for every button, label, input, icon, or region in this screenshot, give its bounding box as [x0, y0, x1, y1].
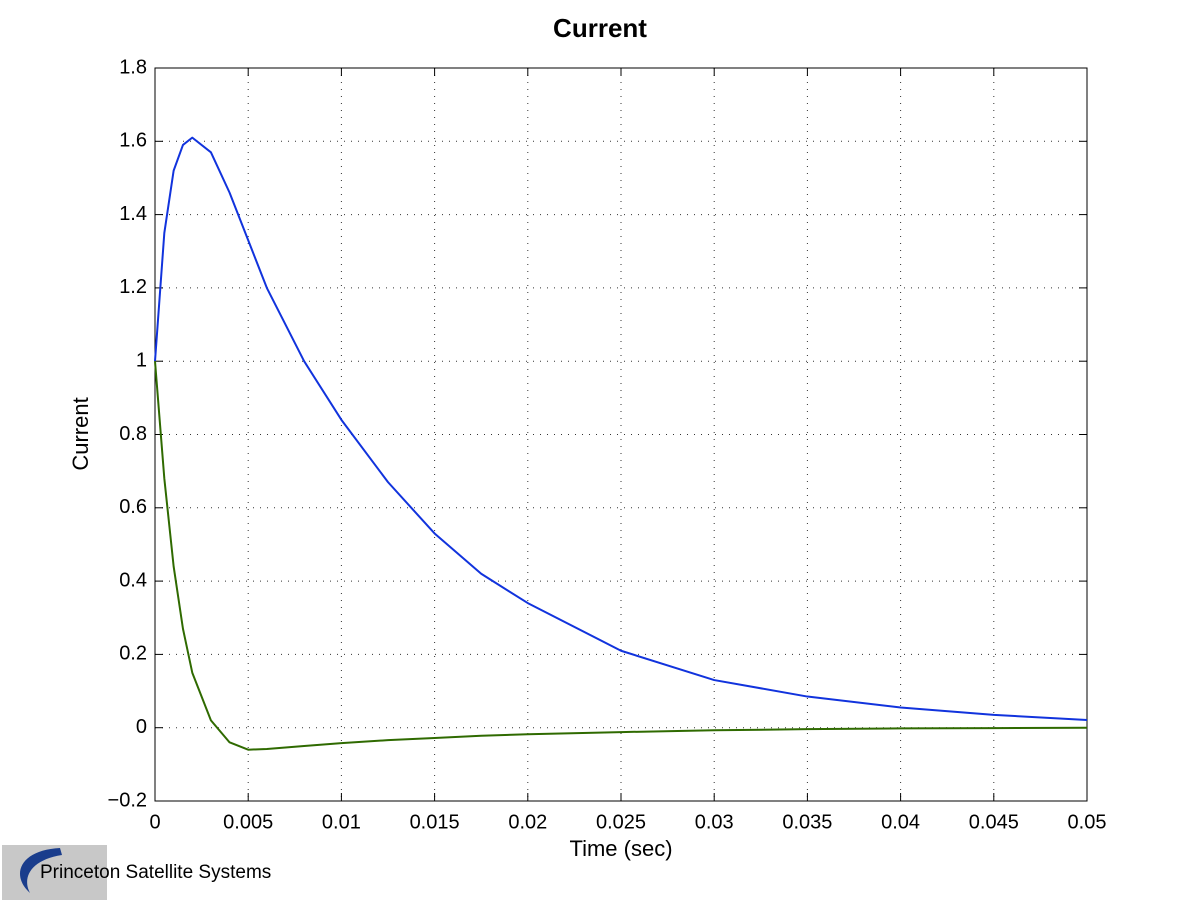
y-axis-label: Current — [68, 397, 93, 470]
x-tick-label: 0.045 — [969, 811, 1019, 833]
chart-title: Current — [553, 13, 647, 43]
logo: Princeton Satellite Systems — [2, 845, 271, 900]
y-tick-label: 0.4 — [119, 569, 147, 591]
x-tick-label: 0.02 — [508, 811, 547, 833]
x-tick-label: 0.03 — [695, 811, 734, 833]
logo-text: Princeton Satellite Systems — [40, 862, 271, 883]
y-tick-label: 0.6 — [119, 496, 147, 518]
x-tick-label: 0.015 — [410, 811, 460, 833]
series-line — [154, 136, 1088, 721]
x-tick-label: 0.01 — [322, 811, 361, 833]
y-tick-label: 1.2 — [119, 276, 147, 298]
y-tick-label: 1.8 — [119, 56, 147, 78]
y-tick-label: −0.2 — [108, 789, 147, 811]
x-axis-label: Time (sec) — [569, 836, 672, 861]
x-tick-label: 0.04 — [881, 811, 920, 833]
y-tick-label: 1 — [136, 349, 147, 371]
y-tick-label: 1.6 — [119, 130, 147, 152]
x-tick-label: 0.005 — [223, 811, 273, 833]
x-tick-label: 0 — [149, 811, 160, 833]
series-line — [154, 361, 1088, 751]
logo-swoosh — [20, 848, 62, 893]
y-tick-label: 1.4 — [119, 203, 147, 225]
plot-frame — [154, 67, 1088, 802]
x-tick-label: 0.035 — [782, 811, 832, 833]
x-tick-label: 0.025 — [596, 811, 646, 833]
y-tick-label: 0.8 — [119, 423, 147, 445]
y-tick-label: 0.2 — [119, 643, 147, 665]
x-tick-label: 0.05 — [1068, 811, 1107, 833]
y-tick-label: 0 — [136, 716, 147, 738]
